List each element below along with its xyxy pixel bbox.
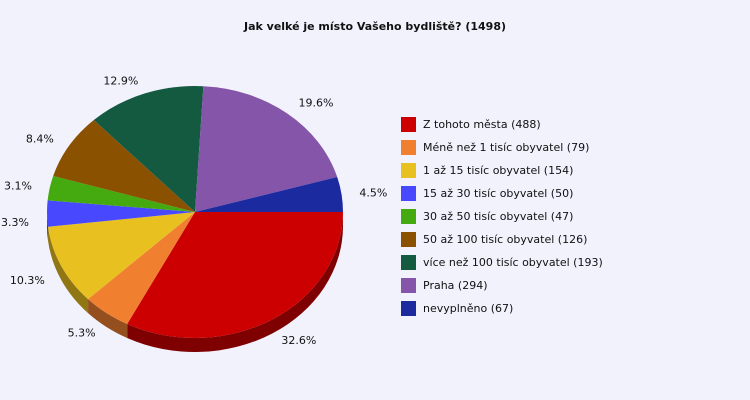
pie-depth-15-az-30-tisic-obyvatel-50 [47,212,49,241]
legend-swatch [401,186,416,201]
chart-title: Jak velké je místo Vašeho bydliště? (149… [243,20,507,33]
pie-slice-praha-294 [195,86,338,212]
pie-labels: 32.6% 5.3% 10.3% 3.3% 3.1% 8.4% 12.9% 19.6% 4.5% [1,74,387,347]
pie-slice-mene-nez-1-tisic-obyvatel-79 [88,212,195,324]
legend-label: Z tohoto města (488) [423,118,541,131]
legend-swatch [401,232,416,247]
pie-depth-z-tohoto-mesta-488 [127,212,343,352]
legend-label: 30 až 50 tisíc obyvatel (47) [423,210,574,223]
pie-percent-label: 10.3% [10,274,45,287]
pie-slice-15-az-30-tisic-obyvatel-50 [47,200,195,227]
legend-label: 1 až 15 tisíc obyvatel (154) [423,164,574,177]
legend-item: 1 až 15 tisíc obyvatel (154) [401,159,603,182]
legend-item: Praha (294) [401,274,603,297]
pie-percent-label: 4.5% [359,186,387,199]
pie-depth [47,212,343,352]
pie-depth-mene-nez-1-tisic-obyvatel-79 [88,299,128,338]
pie-slice-1-az-15-tisic-obyvatel-154 [48,212,195,300]
pie-slice-50-az-100-tisic-obyvatel-126 [53,120,196,212]
pie-slice-nevyplneno-67 [195,177,343,212]
legend-item: nevyplněno (67) [401,297,603,320]
legend: Z tohoto města (488) Méně než 1 tisíc oby… [401,113,603,320]
legend-label: Méně než 1 tisíc obyvatel (79) [423,141,590,154]
legend-swatch [401,209,416,224]
pie-slice-vice-nez-100-tisic-obyvatel-193 [93,86,204,212]
legend-label: 15 až 30 tisíc obyvatel (50) [423,187,574,200]
legend-item: 50 až 100 tisíc obyvatel (126) [401,228,603,251]
pie-percent-label: 8.4% [26,132,54,145]
legend-swatch [401,278,416,293]
legend-item: Méně než 1 tisíc obyvatel (79) [401,136,603,159]
legend-swatch [401,140,416,155]
legend-item: více než 100 tisíc obyvatel (193) [401,251,603,274]
pie-percent-label: 12.9% [103,74,138,87]
legend-swatch [401,117,416,132]
legend-item: 15 až 30 tisíc obyvatel (50) [401,182,603,205]
pie-slice-z-tohoto-mesta-488 [127,212,343,338]
legend-item: Z tohoto města (488) [401,113,603,136]
legend-label: více než 100 tisíc obyvatel (193) [423,256,603,269]
legend-swatch [401,301,416,316]
legend-label: nevyplněno (67) [423,302,514,315]
pie-percent-label: 32.6% [281,334,316,347]
pie-depth-1-az-15-tisic-obyvatel-154 [48,226,89,314]
pie-percent-label: 5.3% [68,327,96,340]
legend-label: Praha (294) [423,279,488,292]
pie-percent-label: 19.6% [298,97,333,110]
legend-label: 50 až 100 tisíc obyvatel (126) [423,233,588,246]
pie-percent-label: 3.3% [1,216,29,229]
legend-swatch [401,163,416,178]
pie-percent-label: 3.1% [4,179,32,192]
legend-item: 30 až 50 tisíc obyvatel (47) [401,205,603,228]
pie-top [47,86,343,338]
legend-swatch [401,255,416,270]
pie-slice-30-az-50-tisic-obyvatel-47 [47,176,196,212]
